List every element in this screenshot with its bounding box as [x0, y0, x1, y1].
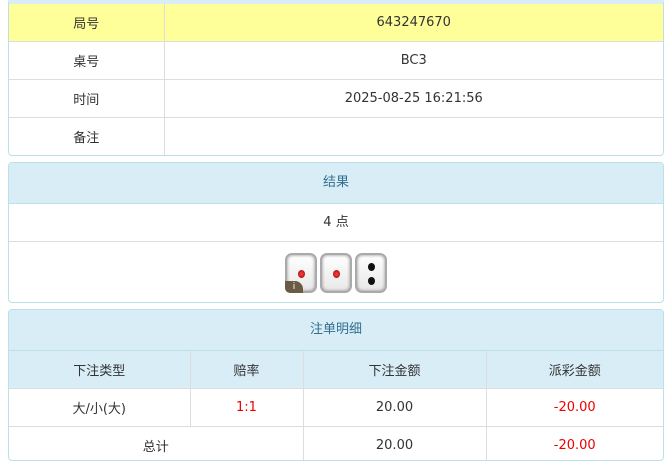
- detail-panel: 注单明细 下注类型 赔率 下注金额 派彩金额 大/小(大) 1:1 20.00 -20.00…: [8, 309, 664, 461]
- total-label: 总计: [9, 426, 304, 460]
- pip: [332, 269, 340, 278]
- info-icon[interactable]: i: [285, 280, 303, 293]
- result-points: 4 点: [9, 204, 663, 242]
- round-row: 局号 643247670: [9, 4, 663, 42]
- dice-row: i: [9, 242, 663, 302]
- total-payout: -20.00: [485, 426, 663, 460]
- total-row: 总计 20.00 -20.00: [9, 426, 663, 460]
- bet-type: 大/小(大): [9, 388, 191, 427]
- info-panel: 局号 643247670 桌号 BC3 时间 2025-08-25 16:21:56 …: [8, 0, 664, 156]
- pip: [297, 269, 305, 278]
- pip: [367, 262, 375, 271]
- col-header: 下注金额: [302, 351, 487, 389]
- header-row: 下注类型 赔率 下注金额 派彩金额: [9, 351, 663, 389]
- bet-row: 大/小(大) 1:1 20.00 -20.00: [9, 388, 663, 427]
- die-1-icon: i: [285, 252, 317, 293]
- note-value: [163, 117, 663, 155]
- bet-amount: 20.00: [302, 388, 487, 427]
- result-panel: 结果 4 点 i: [8, 162, 664, 303]
- note-row: 备注: [9, 117, 663, 155]
- label: 桌号: [9, 41, 165, 80]
- col-header: 下注类型: [9, 351, 191, 389]
- die-1-icon: [320, 252, 352, 293]
- result-title: 结果: [9, 163, 663, 204]
- label: 局号: [9, 4, 165, 42]
- table-id: BC3: [163, 41, 663, 80]
- odds: 1:1: [189, 388, 304, 427]
- pip: [367, 276, 375, 285]
- round-id: 643247670: [163, 4, 663, 42]
- detail-title: 注单明细: [9, 310, 663, 351]
- label: 时间: [9, 79, 165, 118]
- table-row: 桌号 BC3: [9, 41, 663, 80]
- time-value: 2025-08-25 16:21:56: [163, 79, 663, 118]
- die-2-icon: [355, 252, 387, 293]
- col-header: 赔率: [189, 351, 304, 389]
- time-row: 时间 2025-08-25 16:21:56: [9, 79, 663, 118]
- total-bet: 20.00: [302, 426, 487, 460]
- payout: -20.00: [485, 388, 663, 427]
- col-header: 派彩金额: [485, 351, 663, 389]
- label: 备注: [9, 117, 165, 155]
